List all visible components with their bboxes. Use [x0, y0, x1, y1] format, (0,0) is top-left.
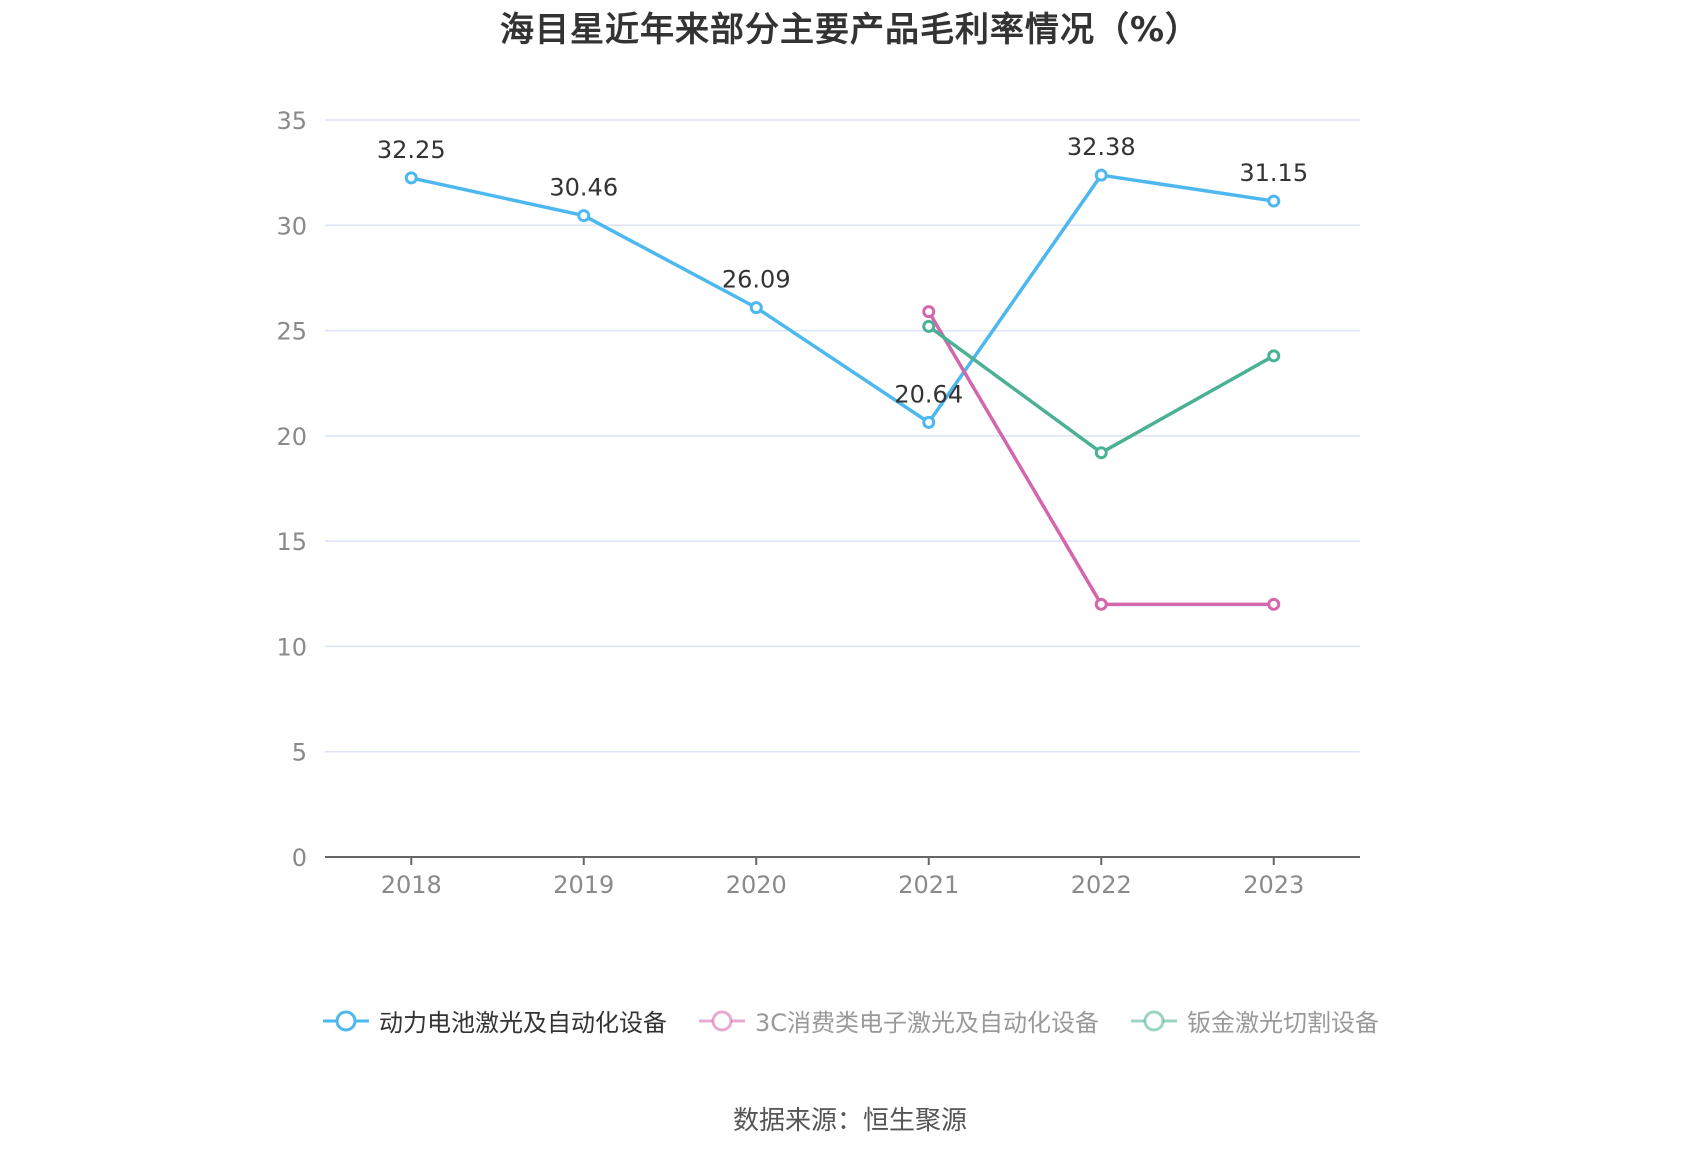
- data-point[interactable]: [404, 171, 418, 185]
- data-label: 30.46: [549, 174, 618, 202]
- data-point[interactable]: [1267, 349, 1281, 363]
- legend-label: 钣金激光切割设备: [1187, 1009, 1380, 1037]
- axes: 0 5 10 15 20 25 30 35 2018 2019 2020 2021 2022 2023: [276, 107, 1360, 899]
- x-tick-label: 2023: [1243, 871, 1304, 899]
- data-points: [404, 168, 1281, 611]
- data-point[interactable]: [577, 209, 591, 223]
- data-label: 31.15: [1239, 159, 1308, 187]
- data-point[interactable]: [922, 415, 936, 429]
- data-label: 20.64: [894, 380, 963, 408]
- line-chart: 0 5 10 15 20 25 30 35 2018 2019 2020 2021 2022 2023 3…: [276, 107, 1360, 899]
- data-point[interactable]: [922, 305, 936, 319]
- legend-marker-icon: [1131, 1010, 1178, 1031]
- data-point[interactable]: [749, 301, 763, 315]
- y-tick-label: 25: [276, 318, 307, 346]
- x-tick-label: 2022: [1071, 871, 1132, 899]
- series-lines: [410, 173, 1275, 607]
- legend-label: 3C消费类电子激光及自动化设备: [754, 1009, 1100, 1037]
- data-point[interactable]: [1267, 597, 1281, 611]
- y-tick-label: 35: [276, 107, 307, 135]
- chart-legend: 动力电池激光及自动化设备 3C消费类电子激光及自动化设备 钣金激光切割设备: [0, 1003, 1700, 1038]
- data-point[interactable]: [1094, 446, 1108, 460]
- y-tick-label: 20: [276, 423, 307, 451]
- data-label: 32.38: [1067, 133, 1136, 161]
- data-label: 26.09: [722, 266, 791, 294]
- y-tick-label: 15: [276, 528, 307, 556]
- x-tick-label: 2021: [898, 871, 959, 899]
- y-tick-label: 0: [292, 844, 307, 872]
- y-tick-label: 5: [292, 739, 307, 767]
- series-line-0: [410, 173, 1275, 425]
- y-tick-label: 30: [276, 212, 307, 240]
- legend-item-3c-electronics[interactable]: 3C消费类电子激光及自动化设备: [697, 1003, 1099, 1038]
- chart-title: 海目星近年来部分主要产品毛利率情况（%）: [499, 10, 1201, 50]
- data-point[interactable]: [1094, 168, 1108, 182]
- x-tick-label: 2019: [553, 871, 614, 899]
- grid-lines: [325, 119, 1360, 753]
- data-source-note: 数据来源：恒生聚源: [732, 1106, 967, 1136]
- legend-marker-icon: [698, 1010, 745, 1031]
- data-point[interactable]: [1094, 597, 1108, 611]
- legend-item-sheet-metal[interactable]: 钣金激光切割设备: [1129, 1003, 1379, 1038]
- x-tick-label: 2020: [726, 871, 787, 899]
- data-point[interactable]: [922, 319, 936, 333]
- legend-marker-icon: [322, 1010, 369, 1031]
- legend-label: 动力电池激光及自动化设备: [378, 1009, 667, 1037]
- data-labels: 32.25 30.46 26.09 20.64 32.38 31.15: [377, 133, 1308, 408]
- data-label: 32.25: [377, 136, 446, 164]
- legend-item-power-battery[interactable]: 动力电池激光及自动化设备: [321, 1003, 667, 1038]
- data-point[interactable]: [1267, 194, 1281, 208]
- y-tick-label: 10: [276, 633, 307, 661]
- x-tick-label: 2018: [381, 871, 442, 899]
